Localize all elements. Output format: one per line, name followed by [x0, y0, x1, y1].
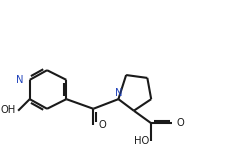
Text: OH: OH [1, 105, 16, 115]
Text: O: O [176, 118, 184, 128]
Text: HO: HO [134, 136, 149, 146]
Text: N: N [16, 75, 24, 85]
Text: O: O [98, 120, 106, 130]
Text: N: N [115, 88, 122, 98]
